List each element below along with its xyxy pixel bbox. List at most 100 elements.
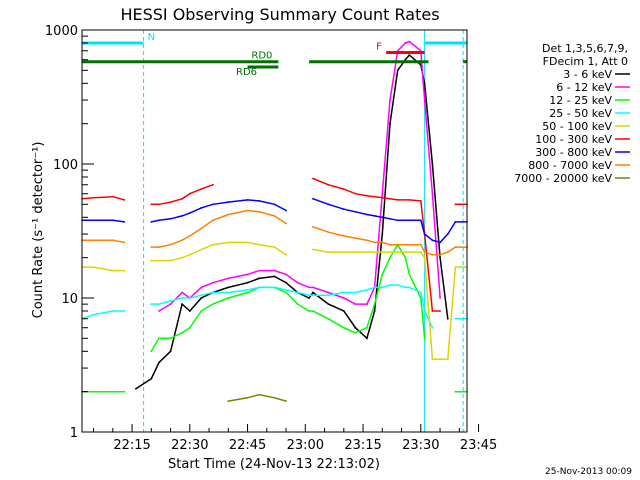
data-point — [431, 326, 434, 329]
data-point — [188, 326, 191, 329]
data-point — [200, 207, 203, 209]
data-point — [246, 396, 249, 399]
data-point — [92, 390, 95, 393]
data-point — [354, 291, 357, 294]
y-axis-label: Count Rate (s⁻¹ detector⁻¹) — [31, 142, 46, 319]
data-point — [389, 256, 391, 259]
series-line — [158, 40, 441, 312]
data-point — [408, 219, 411, 222]
data-point — [354, 326, 357, 329]
data-point — [188, 192, 191, 195]
data-point — [454, 203, 457, 206]
data-point — [396, 243, 399, 246]
data-point — [92, 219, 95, 222]
data-point — [408, 273, 411, 276]
data-point — [389, 251, 391, 254]
data-point — [446, 233, 449, 236]
legend-entry: 6 - 12 keV — [556, 81, 612, 94]
data-point — [381, 241, 384, 244]
data-point — [181, 297, 184, 299]
data-point — [150, 203, 153, 206]
series-0 — [135, 54, 449, 390]
data-point — [454, 266, 457, 268]
data-point — [258, 200, 260, 202]
data-point — [258, 277, 260, 280]
y-tick-label: 1000 — [45, 24, 78, 39]
series-line — [82, 198, 467, 244]
data-point — [408, 199, 411, 201]
data-point — [366, 303, 368, 305]
data-point — [158, 361, 160, 364]
data-point — [327, 251, 330, 254]
data-point — [181, 256, 184, 259]
series-3 — [81, 284, 468, 329]
data-point — [285, 253, 287, 256]
data-point — [258, 269, 260, 272]
data-point — [423, 256, 426, 259]
data-point — [431, 253, 434, 256]
data-point — [327, 294, 330, 297]
legend-entry: 50 - 100 keV — [542, 120, 612, 133]
data-point — [423, 82, 426, 85]
y-tick-label: 10 — [61, 292, 78, 307]
data-point — [246, 199, 249, 201]
data-point — [227, 213, 230, 216]
data-point — [212, 219, 214, 222]
data-point — [419, 200, 422, 202]
data-point — [423, 99, 426, 101]
data-point — [169, 350, 172, 353]
data-point — [246, 281, 249, 284]
data-point — [381, 251, 384, 254]
data-point — [342, 208, 345, 211]
data-point — [169, 303, 172, 305]
series-line — [82, 243, 467, 393]
data-point — [354, 210, 357, 213]
data-point — [285, 281, 287, 284]
data-point — [431, 239, 434, 242]
data-point — [308, 294, 310, 297]
data-point — [200, 297, 203, 299]
data-point — [111, 310, 114, 312]
data-point — [246, 289, 249, 291]
data-point — [408, 40, 411, 43]
data-point — [111, 195, 114, 198]
data-point — [327, 231, 330, 234]
data-point — [381, 192, 384, 195]
data-point — [150, 303, 153, 305]
data-point — [169, 259, 172, 262]
data-point — [446, 251, 449, 254]
data-point — [111, 269, 114, 272]
data-point — [342, 297, 345, 299]
plot-area: N F RD0 RD6 — [81, 30, 468, 432]
series-6 — [81, 197, 468, 244]
plot-frame — [81, 29, 468, 433]
chart-title: HESSI Observing Summary Count Rates — [120, 5, 439, 24]
data-point — [246, 291, 249, 294]
data-point — [366, 194, 368, 197]
data-point — [366, 251, 368, 254]
legend-header: FDecim 1, Att 0 — [543, 55, 628, 68]
data-point — [246, 241, 249, 244]
data-point — [454, 221, 457, 223]
data-point — [342, 291, 345, 294]
data-point — [439, 358, 441, 360]
data-point — [431, 310, 434, 312]
data-point — [354, 251, 357, 254]
data-point — [366, 289, 368, 291]
data-point — [150, 259, 153, 262]
data-point — [158, 303, 160, 305]
data-point — [373, 310, 376, 312]
data-point — [327, 317, 330, 320]
data-point — [273, 269, 276, 272]
data-point — [312, 286, 314, 289]
data-point — [423, 251, 426, 254]
data-point — [366, 326, 368, 329]
data-point — [227, 241, 230, 244]
data-point — [123, 269, 126, 272]
data-point — [188, 310, 191, 312]
data-point — [273, 246, 276, 249]
data-point — [258, 393, 260, 396]
data-point — [419, 251, 422, 254]
data-point — [327, 291, 330, 294]
y-tick-label: 1 — [70, 426, 78, 441]
